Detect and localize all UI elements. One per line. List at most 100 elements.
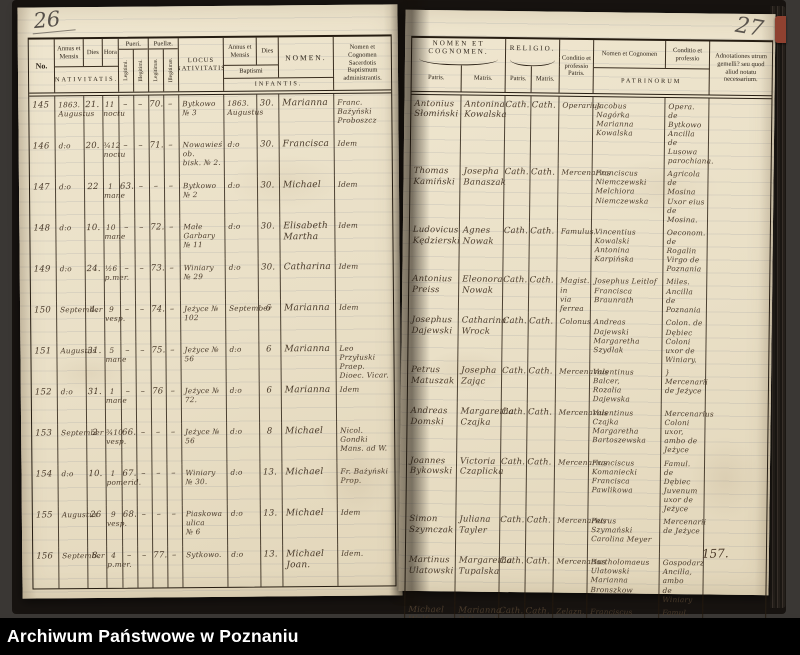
- register-row-right: Joannes Bykowski Victoria Czaplicka Cath…: [406, 451, 767, 514]
- cell-father-name: Petrus Matuszak: [407, 360, 459, 403]
- cell-number: 154: [32, 464, 59, 507]
- cell-number: 155: [32, 505, 60, 548]
- cell-godparents-names: Valentinus Czajka Margaretha Bartoszewsk…: [589, 404, 662, 455]
- cell-child-name: Marianna: [281, 380, 338, 422]
- cell-baptism-month: d:o: [224, 176, 259, 218]
- cell-father-condition: Mercenarius: [555, 362, 608, 405]
- cell-mother-name: Josepha Zając: [457, 361, 503, 403]
- cell-girls-legitimate: 71.: [149, 135, 165, 178]
- cell-godparents-names: Petrus Szymański Carolina Meyer: [587, 512, 661, 555]
- cell-girls-legitimate: –: [149, 176, 166, 219]
- cell-girls-legitimate: 75.: [151, 340, 167, 383]
- cell-boys-illegitimate: –: [134, 136, 150, 178]
- cell-father-name: Antonius Preiss: [408, 270, 460, 312]
- header-annus-mensis-nativ: Annus et Mensis: [54, 39, 84, 67]
- cell-godparents-names: Vincentius Kowalski Antonina Karpińska: [591, 222, 664, 274]
- cell-number: 153: [32, 423, 59, 466]
- cell-priest: Idem: [338, 261, 359, 271]
- cell-birthplace: Sytkowo.: [183, 545, 229, 587]
- cell-mother-religion: Cath.: [529, 163, 559, 223]
- register-row-left: 146 d:o 20. ¾12 noctu – – 71. – Nowawieś…: [29, 134, 392, 179]
- cell-boys-illegitimate: –: [136, 341, 152, 383]
- cell-child-name: Marianna: [280, 298, 337, 340]
- cell-priest: Idem: [339, 302, 359, 312]
- cell-birth-month: 1863. Augustus: [55, 95, 94, 137]
- cell-boys-illegitimate: –: [137, 464, 153, 506]
- cell-boys-illegitimate: –: [136, 382, 153, 424]
- cell-birthplace: Jeżyce № 72.: [181, 381, 228, 423]
- cell-number: 152: [31, 382, 59, 425]
- cell-girls-legitimate: 70.: [149, 94, 165, 137]
- cell-boys-legitimate: 66.: [122, 423, 138, 465]
- cell-girls-illegitimate: –: [165, 217, 181, 259]
- cell-father-condition: Mercenarius: [555, 403, 608, 454]
- header-nomen: NOMEN.: [278, 36, 335, 78]
- cell-birth-hour: 4 p.mer.: [107, 546, 132, 588]
- cell-birthplace: Jeżyce № 56: [182, 422, 228, 464]
- cell-father-name: Martinus Ulatowski: [405, 551, 456, 602]
- cell-father-name: Thomas Kamiński: [409, 162, 461, 222]
- right-register-table: NOMEN ET COGNOMEN. Patris. Matris. RELIG…: [403, 35, 774, 655]
- cell-girls-illegitimate: –: [167, 504, 184, 546]
- cell-godparents-condition: Colon. de Dębiec Coloni uxor de Winiary.: [662, 314, 707, 365]
- register-row-left: 149 d:o 24. ½6 p.mer. – – 73. – Winiary …: [30, 257, 393, 302]
- cell-mother-name: Agnes Nowak: [459, 221, 504, 272]
- cell-boys-legitimate: –: [119, 136, 135, 178]
- cell-father-name: Antonius Słomiński: [410, 94, 462, 163]
- cell-father-condition: Operarius: [558, 96, 601, 165]
- cell-godparents-condition: Agricola de Mosina Uxor eius de Mosina.: [663, 165, 709, 225]
- cell-godparents-condition: Opera. de Bytkowo Ancilla de Lusowa paro…: [664, 97, 714, 166]
- cell-girls-illegitimate: –: [165, 258, 181, 300]
- cell-baptism-day: 13.: [260, 503, 284, 546]
- cell-birth-hour: 10 mane: [104, 218, 126, 260]
- cell-annotations: [707, 224, 770, 274]
- cell-birth-month: September: [56, 300, 103, 342]
- cell-baptism-month: d:o: [227, 463, 261, 505]
- cell-father-name: Simon Szymczak: [405, 510, 457, 552]
- cell-birthplace: Bytkowo № 3: [179, 94, 225, 136]
- cell-child-name: Catharina: [280, 257, 336, 299]
- cell-mother-name: Margaretha Tupalska: [455, 551, 512, 602]
- cell-girls-illegitimate: –: [164, 94, 180, 136]
- cell-birth-day: 31.: [86, 341, 106, 383]
- cell-godparents-names: Josephus Leitlof Francisca Braunrath: [590, 272, 664, 315]
- left-table-header: No. Annus et Mensis Dies Hora NATIVITATI…: [28, 36, 392, 94]
- cell-baptism-day: 30.: [258, 216, 281, 259]
- cell-father-condition: Famulus.: [557, 222, 596, 273]
- cell-father-religion: Cath.: [503, 221, 530, 272]
- cell-priest: Idem.: [341, 548, 364, 558]
- cell-girls-legitimate: 77.: [153, 545, 169, 588]
- red-bookmark-tab: [775, 16, 786, 43]
- cell-godparents-names: Jacobus Nagórka Marianna Kowalska: [592, 96, 666, 166]
- cell-number: 149: [30, 259, 57, 302]
- cell-godparents-names: Valentinus Balcer, Rozalia Dajewska: [589, 363, 663, 405]
- cell-birth-month: d:o: [55, 177, 86, 219]
- cell-mother-name: Victoria Czaplicka: [456, 451, 504, 512]
- cell-priest: Leo Przyłuski Praep. Dioec. Vicar.: [339, 343, 389, 380]
- cell-birthplace: Piaskowa ulica № 6: [182, 504, 229, 546]
- cell-birth-day: 22: [84, 177, 105, 219]
- cell-father-name: Ludovicus Kędzierski: [409, 220, 460, 271]
- register-row-left: 151 Augustus 31. 5 mane – – 75. – Jeżyce…: [31, 339, 393, 384]
- cell-godparents-names: Franciscus Niemczewski Melchiora Niemcze…: [591, 164, 665, 224]
- cell-baptism-month: d:o: [228, 545, 262, 587]
- cell-father-name: Andreas Domski: [407, 401, 458, 452]
- cell-boys-illegitimate: –: [134, 177, 151, 219]
- cell-birth-hour: 5 mane: [105, 341, 127, 383]
- header-patris-religion: Patris.: [505, 65, 532, 93]
- right-table-header: NOMEN ET COGNOMEN. Patris. Matris. RELIG…: [411, 37, 773, 97]
- cell-father-condition: Mercenarius: [553, 552, 606, 603]
- register-row-left: 145 1863. Augustus 21. 11 noctu – – 70. …: [29, 93, 391, 138]
- cell-birth-month: September: [58, 423, 104, 465]
- register-row-left: 153 September 2 ¾10 vesp. 66. – – – Jeży…: [32, 421, 394, 466]
- header-legitimi: Legitimi.: [122, 60, 130, 82]
- cell-baptism-day: 8: [260, 421, 283, 464]
- cell-father-religion: Cath.: [504, 95, 532, 164]
- cell-boys-legitimate: 63.: [119, 177, 136, 219]
- cell-mother-name: Josepha Banaszak: [459, 162, 506, 222]
- cell-girls-legitimate: –: [152, 463, 168, 506]
- cell-girls-legitimate: 72.: [150, 217, 166, 260]
- cell-birth-day: 10.: [87, 464, 107, 506]
- cell-mother-name: Catharina Wrock: [458, 311, 506, 362]
- cell-godparents-condition: Oeconom. de Rogalin Virgo de Poznania: [663, 223, 708, 274]
